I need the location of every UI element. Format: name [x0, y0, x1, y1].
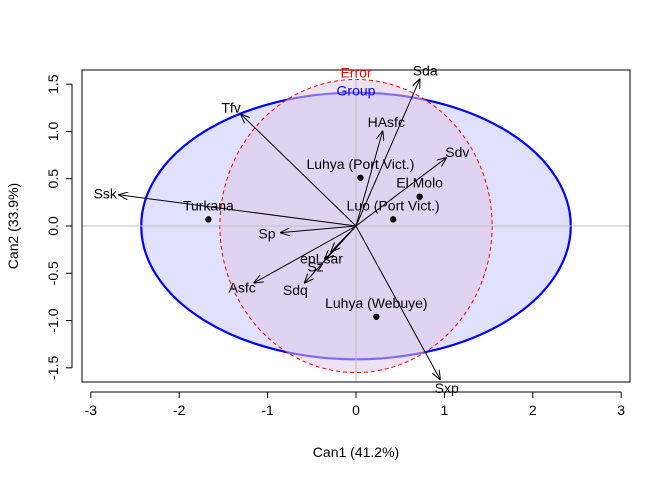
y-tick-label: -1.5: [45, 356, 61, 380]
y-tick-label: 0.0: [45, 216, 61, 236]
group-point-luhya-webuye: [373, 313, 380, 320]
x-tick-label: 2: [529, 402, 537, 418]
vector-label-asfc: Asfc: [229, 280, 256, 296]
group-point-luo-port-vict: [389, 216, 397, 223]
group-point-layer: Turkana Luhya (Port Vict.) El Molo Luo (Por…: [183, 156, 443, 320]
vector-label-sp: Sp: [258, 225, 275, 241]
axes-layer: -3 -2 -1 0 1 2 3 -1.5 -1.0 -0.5 0.0 0.5 1.0 1.5: [45, 69, 631, 418]
vector-arrow-sdq: [305, 225, 357, 283]
group-label-el-molo: El Molo: [396, 175, 443, 191]
error-ellipse-label: Error: [340, 64, 371, 80]
y-tick-label: 1.0: [45, 122, 61, 142]
vector-arrow-sda: [355, 79, 420, 227]
vector-arrow-ssk: [119, 195, 357, 227]
vector-label-sz: Sz: [307, 258, 323, 274]
vector-arrow-hasfc: [355, 131, 383, 227]
group-label-turkana: Turkana: [183, 197, 234, 213]
x-tick-label: -2: [173, 402, 186, 418]
vector-arrow-sdv: [355, 158, 446, 227]
group-label-luhya-port-vict: Luhya (Port Vict.): [306, 156, 414, 172]
x-tick-label: 1: [440, 402, 448, 418]
group-point-turkana: [205, 216, 212, 223]
vector-arrow-asfc: [254, 225, 357, 283]
group-point-luhya-port-vict: [357, 174, 364, 181]
vector-label-sdq: Sdq: [283, 282, 308, 298]
y-tick-label: 0.5: [45, 169, 61, 189]
group-ellipse-label: Group: [337, 83, 376, 99]
vector-label-sdv: Sdv: [445, 144, 469, 160]
y-tick-label: -1.0: [45, 308, 61, 332]
vector-arrow-sp: [281, 225, 357, 233]
y-axis-title: Can2 (33.9%): [5, 183, 21, 269]
x-tick-label: -3: [85, 402, 98, 418]
vector-label-tfv: Tfv: [221, 99, 240, 115]
vector-arrow-sxp: [355, 225, 440, 379]
x-tick-label: 0: [352, 402, 360, 418]
y-tick-label: 1.5: [45, 74, 61, 94]
vector-label-ssk: Ssk: [94, 185, 118, 201]
plot-frame: [81, 69, 631, 383]
x-axis-title: Can1 (41.2%): [313, 444, 399, 460]
x-tick-label: -1: [261, 402, 274, 418]
y-tick-label: -0.5: [45, 261, 61, 285]
vector-arrow-tfv: [241, 114, 357, 227]
group-point-el-molo: [416, 193, 423, 200]
group-label-luo-port-vict: Luo (Port Vict.): [347, 197, 440, 213]
x-tick-label: 3: [617, 402, 625, 418]
vector-label-hasfc: HAsfc: [368, 114, 405, 130]
group-label-luhya-webuye: Luhya (Webuye): [325, 295, 427, 311]
